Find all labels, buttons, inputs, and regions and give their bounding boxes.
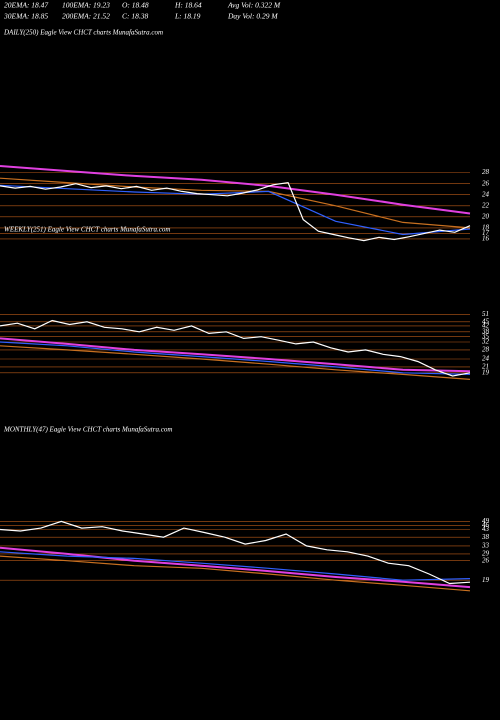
y-tick-label: 46 — [482, 521, 490, 529]
y-tick-label: 49 — [482, 517, 490, 525]
y-tick-label: 24 — [482, 190, 490, 198]
series-line — [0, 345, 471, 380]
y-tick-label: 42 — [482, 322, 490, 330]
y-tick-label: 38 — [481, 533, 490, 541]
header-stat: 100EMA: 19.23 — [62, 1, 110, 10]
header-stat: H: 18.64 — [174, 1, 202, 10]
y-tick-label: 16 — [482, 235, 490, 243]
y-tick-label: 33 — [481, 542, 490, 550]
series-line — [0, 551, 471, 581]
panel-title: MONTHLY(47) Eagle View CHCT charts Munaf… — [3, 426, 172, 434]
series-line — [0, 337, 471, 373]
header-stat: 30EMA: 18.85 — [3, 12, 48, 21]
header-stat: 200EMA: 21.52 — [62, 12, 110, 21]
y-tick-label: 32 — [481, 338, 490, 346]
y-tick-label: 20 — [482, 212, 490, 220]
series-line — [0, 319, 471, 377]
y-tick-label: 22 — [482, 201, 490, 209]
series-line — [0, 520, 471, 585]
panel-title: WEEKLY(251) Eagle View CHCT charts Munaf… — [4, 226, 170, 234]
header-stat: Day Vol: 0.29 M — [227, 12, 278, 21]
panel-title: DAILY(250) Eagle View CHCT charts Munafa… — [3, 29, 163, 37]
y-tick-label: 38 — [481, 327, 490, 335]
y-tick-label: 45 — [482, 317, 490, 325]
header-stat: L: 18.19 — [174, 12, 201, 21]
y-tick-label: 51 — [482, 310, 489, 318]
y-tick-label: 26 — [482, 179, 490, 187]
y-tick-label: 18 — [482, 224, 490, 232]
y-tick-label: 19 — [482, 368, 490, 376]
header-stat: O: 18.48 — [122, 1, 149, 10]
y-tick-label: 26 — [482, 556, 490, 564]
series-line — [0, 165, 471, 215]
series-line — [0, 177, 471, 229]
y-tick-label: 21 — [482, 363, 489, 371]
header-stat: C: 18.38 — [122, 12, 149, 21]
header-stat: Avg Vol: 0.322 M — [227, 1, 281, 10]
y-tick-label: 24 — [482, 355, 490, 363]
header-stat: 20EMA: 18.47 — [4, 1, 48, 10]
y-tick-label: 43 — [482, 525, 490, 533]
y-tick-label: 29 — [482, 550, 490, 558]
y-tick-label: 17 — [482, 229, 490, 237]
y-tick-label: 28 — [482, 345, 490, 353]
y-tick-label: 35 — [481, 332, 490, 340]
series-line — [0, 555, 471, 592]
y-tick-label: 19 — [482, 576, 490, 584]
series-line — [0, 546, 471, 589]
y-tick-label: 28 — [482, 168, 490, 176]
series-line — [0, 341, 471, 375]
series-line — [0, 181, 471, 242]
series-line — [0, 184, 471, 236]
